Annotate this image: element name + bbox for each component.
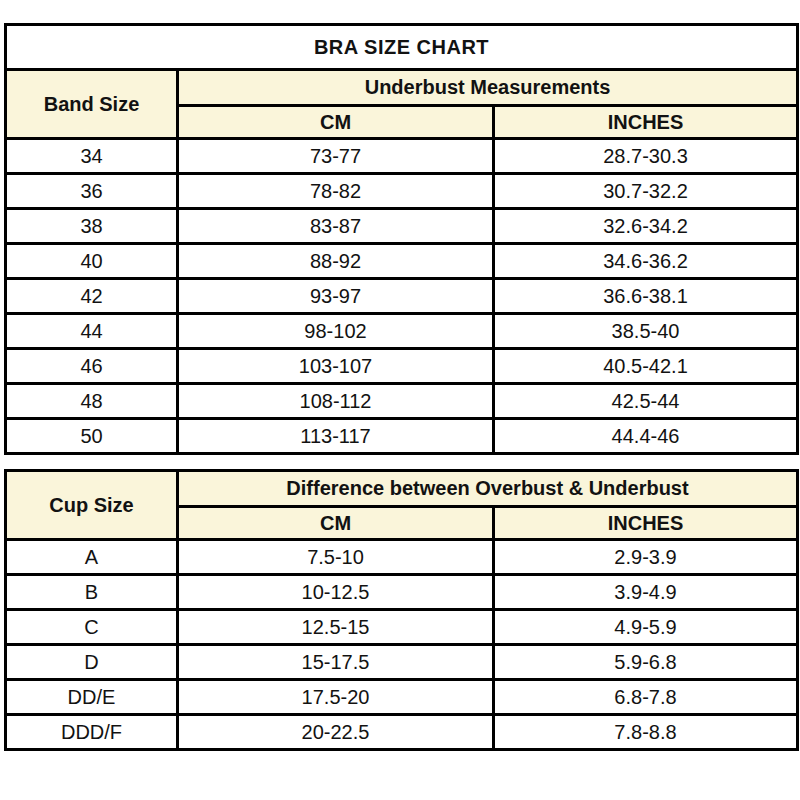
cup-group-header-row: Cup Size Difference between Overbust & U…: [6, 471, 798, 507]
table-row: 38 83-87 32.6-34.2: [6, 209, 798, 244]
inches-cell: 40.5-42.1: [494, 349, 798, 384]
cm-cell: 12.5-15: [178, 610, 494, 645]
inches-cell: 28.7-30.3: [494, 139, 798, 174]
band-size-column-header: Band Size: [6, 70, 178, 139]
inches-cell: 30.7-32.2: [494, 174, 798, 209]
band-size-cell: 50: [6, 419, 178, 454]
table-row: 50 113-117 44.4-46: [6, 419, 798, 454]
inches-cell: 34.6-36.2: [494, 244, 798, 279]
cup-size-cell: A: [6, 540, 178, 575]
band-size-cell: 34: [6, 139, 178, 174]
band-size-cell: 44: [6, 314, 178, 349]
inches-cell: 5.9-6.8: [494, 645, 798, 680]
cup-size-cell: C: [6, 610, 178, 645]
cm-cell: 73-77: [178, 139, 494, 174]
inches-cell: 36.6-38.1: [494, 279, 798, 314]
inches-cell: 44.4-46: [494, 419, 798, 454]
table-row: 42 93-97 36.6-38.1: [6, 279, 798, 314]
table-row: C 12.5-15 4.9-5.9: [6, 610, 798, 645]
cm-cell: 7.5-10: [178, 540, 494, 575]
cm-cell: 103-107: [178, 349, 494, 384]
inches-cell: 2.9-3.9: [494, 540, 798, 575]
cm-cell: 17.5-20: [178, 680, 494, 715]
inches-cell: 42.5-44: [494, 384, 798, 419]
cup-size-cell: DDD/F: [6, 715, 178, 750]
cup-size-table: Cup Size Difference between Overbust & U…: [4, 469, 799, 751]
difference-header: Difference between Overbust & Underbust: [178, 471, 798, 507]
cm-cell: 20-22.5: [178, 715, 494, 750]
table-row: A 7.5-10 2.9-3.9: [6, 540, 798, 575]
band-size-cell: 48: [6, 384, 178, 419]
cup-size-cell: D: [6, 645, 178, 680]
cup-cm-header: CM: [178, 507, 494, 540]
bra-size-chart-page: BRA SIZE CHART Band Size Underbust Measu…: [0, 0, 800, 800]
band-size-cell: 38: [6, 209, 178, 244]
chart-title-row: BRA SIZE CHART: [6, 25, 798, 70]
cm-cell: 108-112: [178, 384, 494, 419]
table-row: 34 73-77 28.7-30.3: [6, 139, 798, 174]
table-row: DD/E 17.5-20 6.8-7.8: [6, 680, 798, 715]
table-row: 48 108-112 42.5-44: [6, 384, 798, 419]
table-row: 40 88-92 34.6-36.2: [6, 244, 798, 279]
table-row: D 15-17.5 5.9-6.8: [6, 645, 798, 680]
inches-cell: 6.8-7.8: [494, 680, 798, 715]
cup-size-cell: B: [6, 575, 178, 610]
page-title: BRA SIZE CHART: [6, 25, 798, 70]
band-size-cell: 46: [6, 349, 178, 384]
cup-size-cell: DD/E: [6, 680, 178, 715]
band-size-cell: 40: [6, 244, 178, 279]
table-row: 36 78-82 30.7-32.2: [6, 174, 798, 209]
cup-size-column-header: Cup Size: [6, 471, 178, 540]
inches-cell: 38.5-40: [494, 314, 798, 349]
cm-cell: 83-87: [178, 209, 494, 244]
band-size-table: BRA SIZE CHART Band Size Underbust Measu…: [4, 23, 799, 455]
table-row: 46 103-107 40.5-42.1: [6, 349, 798, 384]
table-row: 44 98-102 38.5-40: [6, 314, 798, 349]
band-cm-header: CM: [178, 106, 494, 139]
table-row: B 10-12.5 3.9-4.9: [6, 575, 798, 610]
cup-inches-header: INCHES: [494, 507, 798, 540]
cm-cell: 10-12.5: [178, 575, 494, 610]
cm-cell: 113-117: [178, 419, 494, 454]
cm-cell: 78-82: [178, 174, 494, 209]
band-size-cell: 42: [6, 279, 178, 314]
underbust-measurements-header: Underbust Measurements: [178, 70, 798, 106]
band-size-cell: 36: [6, 174, 178, 209]
cm-cell: 15-17.5: [178, 645, 494, 680]
inches-cell: 3.9-4.9: [494, 575, 798, 610]
cm-cell: 88-92: [178, 244, 494, 279]
inches-cell: 4.9-5.9: [494, 610, 798, 645]
table-spacer: [4, 455, 796, 469]
inches-cell: 32.6-34.2: [494, 209, 798, 244]
cm-cell: 93-97: [178, 279, 494, 314]
band-inches-header: INCHES: [494, 106, 798, 139]
cm-cell: 98-102: [178, 314, 494, 349]
table-row: DDD/F 20-22.5 7.8-8.8: [6, 715, 798, 750]
band-group-header-row: Band Size Underbust Measurements: [6, 70, 798, 106]
inches-cell: 7.8-8.8: [494, 715, 798, 750]
